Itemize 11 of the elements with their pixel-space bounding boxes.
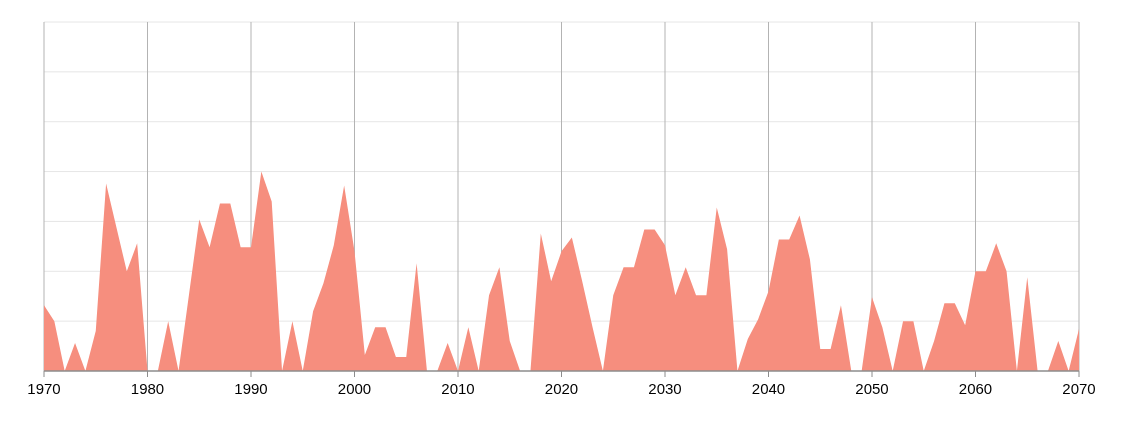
x-tick-label: 1990 — [234, 380, 268, 397]
x-tick-label: 1980 — [130, 380, 165, 397]
x-tick-label: 2060 — [958, 380, 993, 397]
x-tick-label: 2050 — [855, 380, 889, 397]
x-tick-label: 2070 — [1062, 380, 1096, 397]
x-tick-label: 2010 — [441, 380, 475, 397]
x-tick-label: 2040 — [751, 380, 786, 397]
x-tick-label: 2020 — [544, 380, 579, 397]
x-tick-label: 2000 — [337, 380, 372, 397]
x-tick-label: 2030 — [648, 380, 682, 397]
x-tick-label: 1970 — [27, 380, 61, 397]
